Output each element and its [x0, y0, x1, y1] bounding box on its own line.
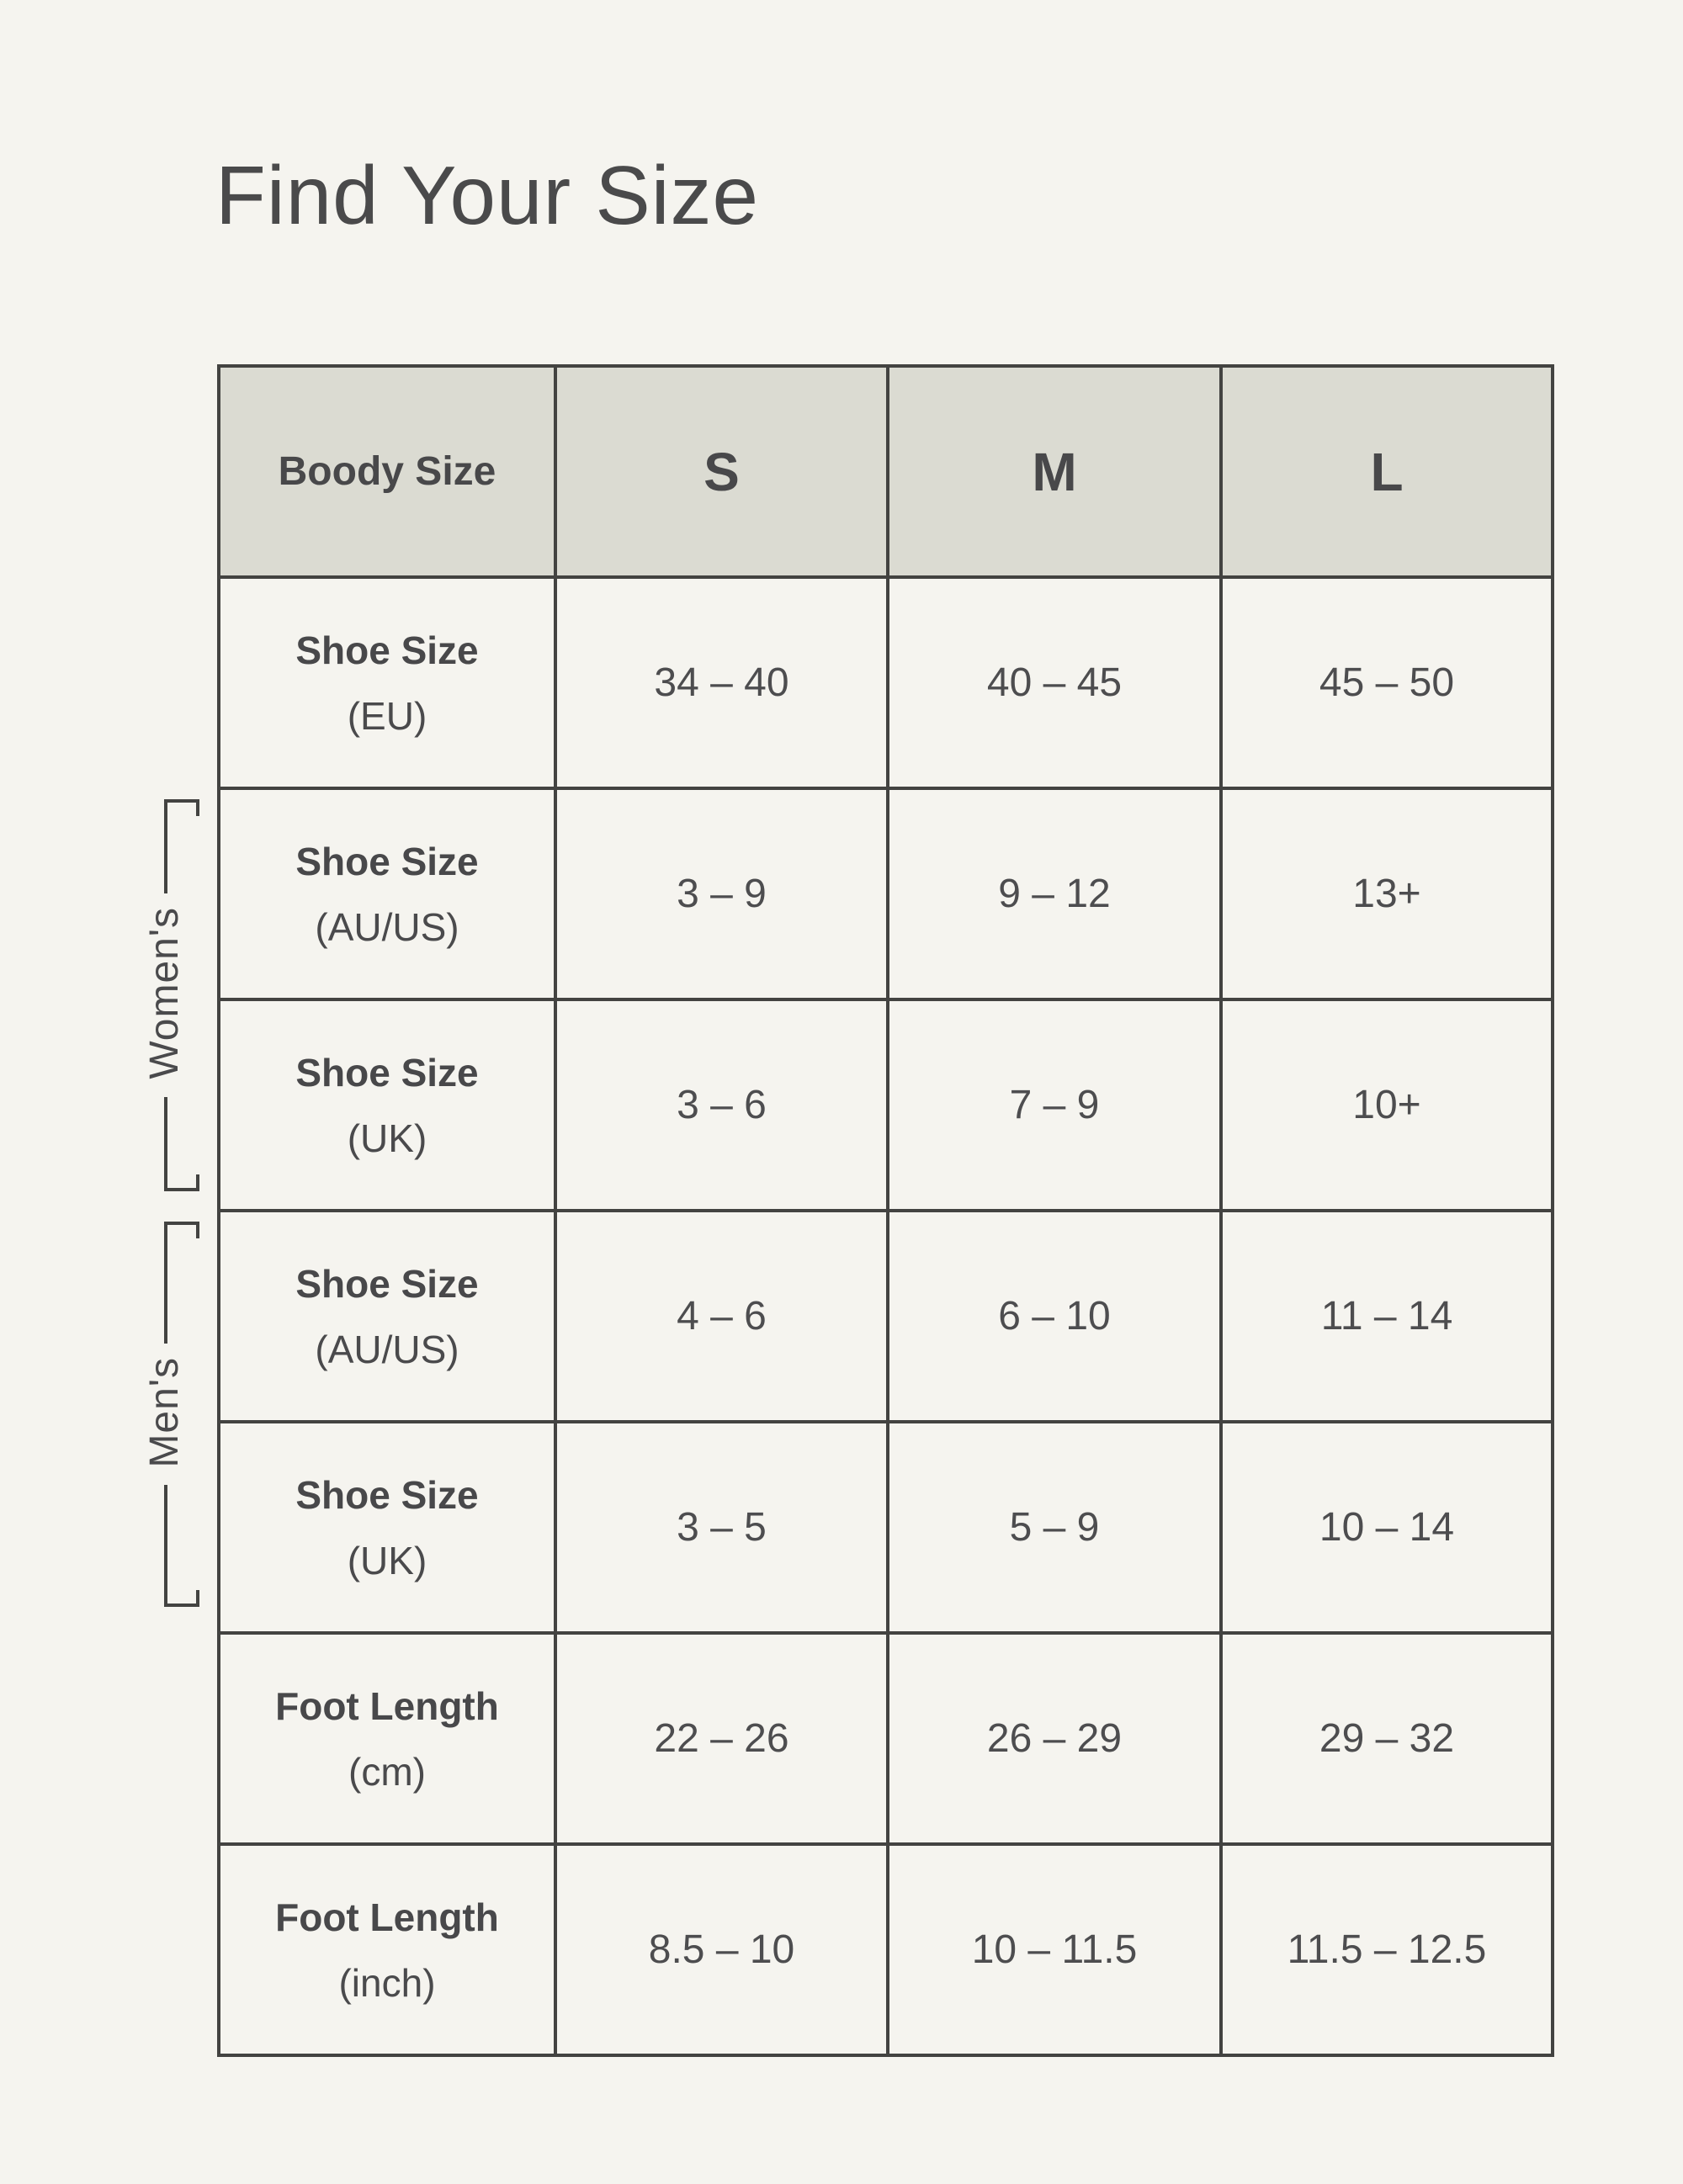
womens-bracket-bottom-stub	[196, 1174, 199, 1189]
cell-value: 5 – 9	[1009, 1505, 1100, 1550]
cell-mens-auus-m: 6 – 10	[886, 1209, 1223, 1423]
cell-mens-auus-s: 4 – 6	[554, 1209, 889, 1423]
table-row-womens-shoe-size-auus: Shoe Size (AU/US) 3 – 9 9 – 12 13+	[217, 787, 1554, 1001]
row-label-womens-uk: Shoe Size (UK)	[217, 998, 557, 1212]
cell-womens-auus-s: 3 – 9	[554, 787, 889, 1001]
womens-bracket-top-stub	[196, 803, 199, 816]
cell-inch-m: 10 – 11.5	[886, 1842, 1223, 2057]
header-size-s-label: S	[703, 441, 740, 502]
cell-value: 10 – 11.5	[971, 1927, 1138, 1972]
cell-womens-uk-s: 3 – 6	[554, 998, 889, 1212]
row-label-text: Shoe Size	[295, 839, 479, 883]
cell-value: 13+	[1352, 872, 1421, 916]
cell-value: 10+	[1352, 1083, 1421, 1127]
table-row-womens-shoe-size-uk: Shoe Size (UK) 3 – 6 7 – 9 10+	[217, 998, 1554, 1212]
cell-mens-auus-l: 11 – 14	[1219, 1209, 1554, 1423]
mens-bracket-bottom-stub	[196, 1590, 199, 1604]
header-row: Boody Size S M L	[217, 364, 1554, 579]
row-label-foot-length-cm: Foot Length (cm)	[217, 1631, 557, 1846]
womens-bracket-top-arm	[164, 799, 199, 894]
cell-cm-s: 22 – 26	[554, 1631, 889, 1846]
row-unit-text: (AU/US)	[315, 904, 459, 949]
cell-womens-uk-l: 10+	[1219, 998, 1554, 1212]
table-row-foot-length-cm: Foot Length (cm) 22 – 26 26 – 29 29 – 32	[217, 1631, 1554, 1846]
row-label-text: Shoe Size	[295, 1472, 479, 1517]
row-label-text: Foot Length	[275, 1683, 499, 1728]
cell-value: 45 – 50	[1319, 660, 1455, 705]
row-unit-text: (AU/US)	[315, 1327, 459, 1371]
cell-value: 34 – 40	[654, 660, 789, 705]
mens-bracket-top-arm	[164, 1222, 199, 1344]
cell-value: 3 – 9	[677, 872, 767, 916]
cell-value: 9 – 12	[998, 872, 1111, 916]
row-label-text: Shoe Size	[295, 1050, 479, 1095]
header-size-m-label: M	[1032, 441, 1077, 502]
row-label-text: Shoe Size	[295, 628, 479, 672]
size-chart-table: Boody Size S M L Shoe Size (EU) 34 – 40 …	[217, 364, 1554, 2057]
cell-mens-uk-s: 3 – 5	[554, 1420, 889, 1635]
row-unit-text: (cm)	[348, 1749, 426, 1794]
cell-cm-m: 26 – 29	[886, 1631, 1223, 1846]
mens-bracket-top-stub	[196, 1225, 199, 1238]
cell-value: 29 – 32	[1319, 1716, 1455, 1761]
row-label-mens-auus: Shoe Size (AU/US)	[217, 1209, 557, 1423]
cell-eu-m: 40 – 45	[886, 575, 1223, 790]
cell-value: 3 – 6	[677, 1083, 767, 1127]
cell-value: 11 – 14	[1320, 1294, 1453, 1338]
header-size-l-label: L	[1370, 441, 1404, 502]
cell-value: 22 – 26	[654, 1716, 789, 1761]
row-label-mens-uk: Shoe Size (UK)	[217, 1420, 557, 1635]
cell-value: 8.5 – 10	[648, 1927, 795, 1972]
cell-cm-l: 29 – 32	[1219, 1631, 1554, 1846]
header-size-m: M	[886, 364, 1223, 579]
row-unit-text: (EU)	[347, 693, 427, 738]
cell-eu-s: 34 – 40	[554, 575, 889, 790]
row-unit-text: (UK)	[347, 1116, 427, 1160]
cell-eu-l: 45 – 50	[1219, 575, 1554, 790]
mens-group-label-text: Men's	[142, 1356, 187, 1468]
row-label-womens-auus: Shoe Size (AU/US)	[217, 787, 557, 1001]
cell-mens-uk-l: 10 – 14	[1219, 1420, 1554, 1635]
table-row-shoe-size-eu: Shoe Size (EU) 34 – 40 40 – 45 45 – 50	[217, 575, 1554, 790]
cell-value: 3 – 5	[677, 1505, 767, 1550]
row-label-text: Foot Length	[275, 1895, 499, 1939]
row-unit-text: (inch)	[338, 1960, 436, 2005]
cell-value: 11.5 – 12.5	[1287, 1927, 1487, 1972]
womens-group-label: Women's	[142, 893, 199, 1097]
row-label-text: Shoe Size	[295, 1261, 479, 1306]
table-row-mens-shoe-size-auus: Shoe Size (AU/US) 4 – 6 6 – 10 11 – 14	[217, 1209, 1554, 1423]
cell-value: 7 – 9	[1009, 1083, 1100, 1127]
mens-bracket-bottom-arm	[164, 1485, 199, 1608]
cell-inch-l: 11.5 – 12.5	[1219, 1842, 1554, 2057]
mens-group-label: Men's	[142, 1344, 199, 1486]
cell-value: 40 – 45	[986, 660, 1123, 705]
cell-value: 26 – 29	[986, 1716, 1123, 1761]
cell-mens-uk-m: 5 – 9	[886, 1420, 1223, 1635]
page-title: Find Your Size	[215, 149, 759, 241]
header-size-l: L	[1219, 364, 1554, 579]
womens-bracket-bottom-arm	[164, 1096, 199, 1192]
cell-womens-auus-m: 9 – 12	[886, 787, 1223, 1001]
cell-inch-s: 8.5 – 10	[554, 1842, 889, 2057]
table-row-mens-shoe-size-uk: Shoe Size (UK) 3 – 5 5 – 9 10 – 14	[217, 1420, 1554, 1635]
mens-group-bracket: Men's	[142, 1222, 199, 1608]
row-label-foot-length-inch: Foot Length (inch)	[217, 1842, 557, 2057]
cell-value: 4 – 6	[677, 1294, 767, 1338]
womens-group-label-text: Women's	[142, 907, 187, 1079]
header-size-s: S	[554, 364, 889, 579]
table-row-foot-length-inch: Foot Length (inch) 8.5 – 10 10 – 11.5 11…	[217, 1842, 1554, 2057]
row-unit-text: (UK)	[347, 1538, 427, 1582]
header-boody-size: Boody Size	[217, 364, 557, 579]
cell-value: 10 – 14	[1319, 1505, 1455, 1550]
womens-group-bracket: Women's	[142, 799, 199, 1192]
cell-womens-uk-m: 7 – 9	[886, 998, 1223, 1212]
header-boody-size-label: Boody Size	[278, 449, 496, 494]
cell-value: 6 – 10	[998, 1294, 1111, 1338]
cell-womens-auus-l: 13+	[1219, 787, 1554, 1001]
row-label-shoe-size-eu: Shoe Size (EU)	[217, 575, 557, 790]
